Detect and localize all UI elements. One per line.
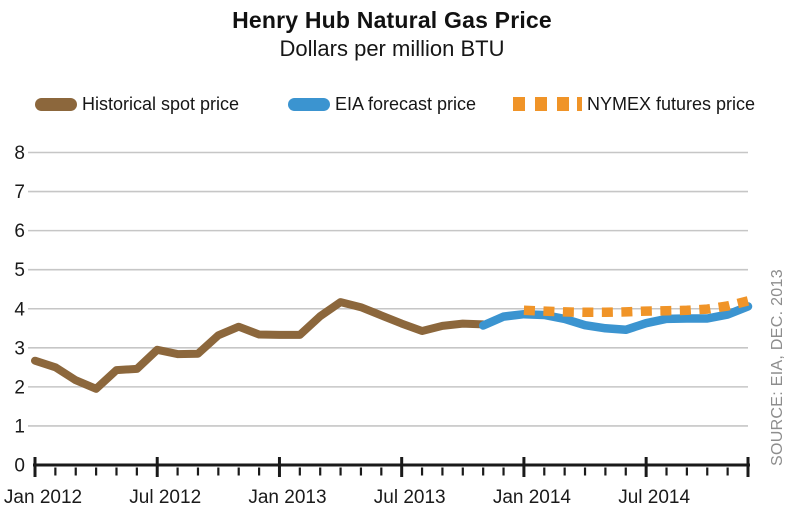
source-note: SOURCE: EIA, DEC. 2013	[769, 269, 786, 466]
page-title: Henry Hub Natural Gas Price	[232, 7, 552, 33]
y-tick-label: 6	[14, 221, 25, 242]
legend-item-nymex-futures-price: NYMEX futures price	[513, 93, 755, 115]
historical-spot-line-swatch	[35, 97, 77, 111]
y-tick-label: 3	[14, 338, 25, 359]
y-tick-label: 4	[14, 299, 25, 320]
x-axis-labels: Jan 2012 Jul 2012 Jan 2013 Jul 2013 Jan 2014…	[4, 487, 691, 508]
y-tick-label: 1	[14, 416, 25, 437]
x-tick-label: Jul 2013	[374, 487, 446, 508]
legend-label-eia-forecast: EIA forecast price	[335, 93, 477, 114]
legend-label-historical-spot: Historical spot price	[82, 93, 240, 114]
y-tick-label: 5	[14, 260, 25, 281]
y-tick-label: 2	[14, 377, 25, 398]
chart-legend: Historical spot price EIA forecast price…	[0, 93, 800, 115]
x-tick-label: Jul 2014	[618, 487, 690, 508]
nymex-futures-dash-swatch	[513, 97, 582, 111]
x-axis	[33, 457, 750, 477]
y-tick-label: 7	[14, 182, 25, 203]
x-tick-label: Jan 2013	[248, 487, 326, 508]
legend-label-nymex-futures: NYMEX futures price	[587, 93, 756, 114]
x-tick-label: Jul 2012	[129, 487, 201, 508]
eia-forecast-line-swatch	[288, 97, 330, 111]
x-tick-label: Jan 2014	[493, 487, 572, 508]
x-tick-label: Jan 2012	[4, 487, 82, 508]
y-tick-label: 8	[14, 143, 25, 164]
legend-item-eia-forecast-price: EIA forecast price	[288, 93, 476, 115]
chart-subtitle: Dollars per million BTU	[279, 36, 505, 61]
y-gridlines	[28, 151, 748, 427]
y-tick-label: 0	[14, 456, 25, 477]
nymex-futures-price-line	[523, 296, 750, 318]
historical-spot-price-line	[31, 298, 488, 393]
legend-item-historical-spot-price: Historical spot price	[35, 93, 239, 115]
y-axis-labels: 0 1 2 3 4 5 6 7 8	[14, 143, 25, 477]
